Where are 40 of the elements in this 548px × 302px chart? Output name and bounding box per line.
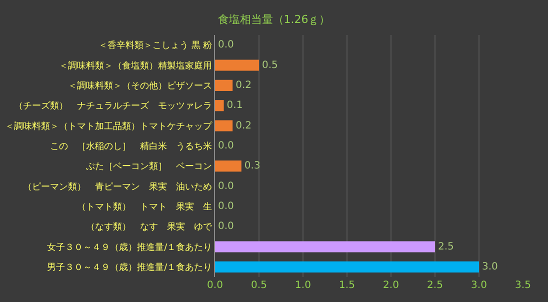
y-tick-label: ＜調味料類＞（食塩類）精製塩家庭用 bbox=[59, 60, 212, 72]
y-tick-label: ＜香辛料類＞こしょう 黒 粉 bbox=[98, 40, 212, 52]
bar bbox=[215, 60, 259, 71]
x-tick-label: 2.5 bbox=[427, 280, 443, 291]
x-tick-label: 3.0 bbox=[471, 280, 487, 291]
y-tick-label: ぶた［ベーコン類］ ベーコン bbox=[86, 161, 212, 172]
y-tick-label: （チーズ類） ナチュラルチーズ モッツァレラ bbox=[14, 100, 212, 112]
data-label: 2.5 bbox=[438, 241, 454, 252]
bar bbox=[215, 80, 233, 91]
data-label: 0.5 bbox=[262, 60, 278, 71]
y-tick-label: （トマト類） トマト 果実 生 bbox=[77, 202, 212, 213]
y-tick-label: この ［水稲のし］ 精白米 うるち米 bbox=[50, 141, 212, 152]
bar bbox=[215, 120, 233, 132]
y-tick-label: ＜調味料類＞（その他）ピザソース bbox=[68, 80, 212, 92]
data-label: 0.1 bbox=[226, 100, 243, 112]
bar bbox=[215, 160, 242, 172]
data-label: 3.0 bbox=[482, 261, 498, 272]
y-tick-label: （なす類） なす 果実 ゆで bbox=[86, 222, 214, 233]
y-tick-label: 男子３０～４９（歳）推進量/１食あたり bbox=[47, 262, 212, 274]
data-label: 0.3 bbox=[244, 160, 260, 172]
y-tick-label: 女子３０～４９（歳）推進量/１食あたり bbox=[47, 242, 212, 253]
x-tick-label: 0.5 bbox=[251, 280, 267, 291]
chart-title: 食塩相当量（1.26ｇ） bbox=[218, 12, 330, 26]
y-tick-label: ＜調味料類＞（トマト加工品類）トマトケチャップ bbox=[5, 120, 214, 132]
x-tick-label: 0.0 bbox=[207, 280, 223, 291]
x-tick-label: 3.5 bbox=[515, 280, 531, 291]
bar bbox=[215, 261, 479, 272]
data-label: 0.2 bbox=[236, 120, 252, 132]
data-label: 0.0 bbox=[218, 200, 234, 212]
bar bbox=[215, 100, 224, 112]
data-label: 0.0 bbox=[218, 180, 234, 192]
x-tick-label: 1.5 bbox=[339, 280, 355, 291]
data-label: 0.0 bbox=[218, 221, 234, 232]
data-label: 0.2 bbox=[236, 80, 252, 91]
data-label: 0.0 bbox=[218, 140, 234, 152]
x-tick-label: 1.0 bbox=[295, 280, 311, 291]
y-tick-label: （ピーマン類） 青ピーマン 果実 油いため bbox=[23, 181, 212, 192]
bar bbox=[215, 241, 435, 252]
data-label: 0.0 bbox=[218, 40, 234, 51]
x-tick-label: 2.0 bbox=[383, 280, 399, 291]
